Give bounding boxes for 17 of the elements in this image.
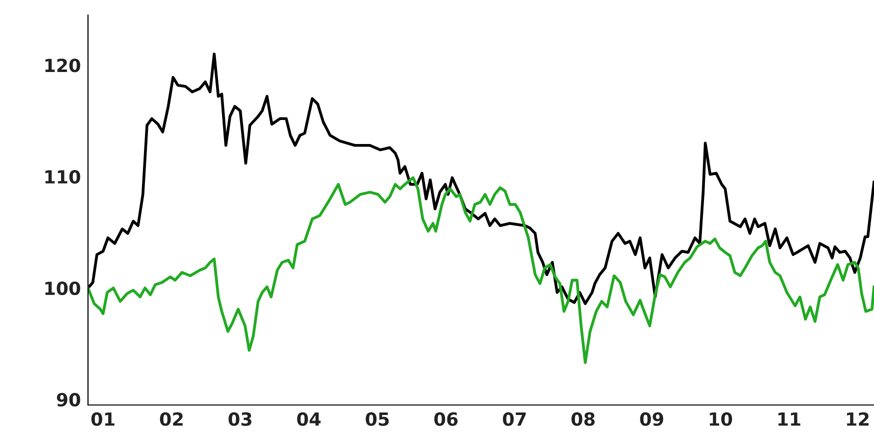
x-tick-label: 02 [160,412,183,426]
y-tick-label: 100 [45,281,80,296]
x-tick-label: 09 [640,412,664,426]
x-tick-label: 06 [434,412,458,426]
x-tick-label: 01 [91,412,114,426]
x-tick-label: 12 [847,412,869,426]
x-tick-label: 11 [778,412,800,426]
x-tick-label: 07 [502,412,526,426]
x-tick-label: 03 [228,412,252,426]
x-tick-label: 04 [297,412,321,426]
x-tick-label: 05 [366,412,389,426]
line-series [88,176,874,364]
y-tick-label: 110 [45,170,80,184]
x-tick-label: 10 [710,412,732,426]
y-tick-label: 120 [45,58,80,72]
y-tick-label: 90 [56,392,80,407]
x-tick-label: 08 [571,412,595,426]
